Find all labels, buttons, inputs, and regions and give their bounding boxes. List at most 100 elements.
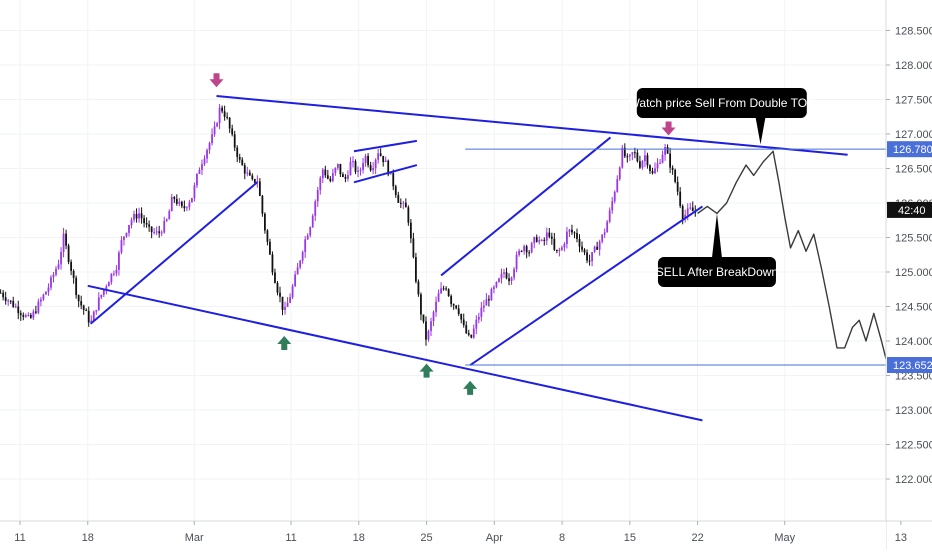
candle-body bbox=[364, 155, 367, 163]
candle-body bbox=[576, 232, 578, 239]
candle-body bbox=[588, 260, 591, 262]
candle-body bbox=[65, 233, 67, 246]
candle-body bbox=[382, 155, 385, 162]
price-axis-background bbox=[886, 0, 932, 550]
candle-body bbox=[457, 308, 460, 314]
candle-body bbox=[77, 295, 80, 302]
trendline[interactable] bbox=[469, 205, 704, 366]
candle-body bbox=[460, 313, 463, 320]
time-tick-label: Apr bbox=[486, 532, 503, 544]
candle-body bbox=[52, 274, 55, 278]
price-tick-label: 128.000 bbox=[895, 60, 932, 72]
price-level-badge bbox=[887, 141, 932, 158]
callout-pointer bbox=[755, 116, 766, 145]
price-tick-label: 122.000 bbox=[895, 474, 932, 486]
candle-body bbox=[50, 277, 52, 288]
candle-body bbox=[633, 152, 636, 154]
price-tick-label: 125.500 bbox=[895, 233, 932, 245]
trendline[interactable] bbox=[353, 164, 418, 184]
trendline[interactable] bbox=[216, 95, 848, 156]
candle-body bbox=[435, 301, 437, 313]
candle-body bbox=[163, 220, 166, 233]
candle-body bbox=[583, 249, 586, 253]
candle-body bbox=[72, 270, 75, 278]
candle-body bbox=[42, 294, 45, 300]
candle-body bbox=[60, 251, 62, 265]
candle-body bbox=[150, 226, 153, 233]
down-arrow-icon bbox=[209, 73, 224, 88]
candle-body bbox=[644, 155, 646, 162]
candle-body bbox=[623, 147, 626, 157]
candle-body bbox=[82, 305, 85, 310]
candle-body bbox=[661, 154, 664, 163]
candle-body bbox=[206, 149, 208, 159]
candle-body bbox=[294, 274, 297, 287]
candle-body bbox=[258, 181, 261, 196]
candle-body bbox=[384, 160, 387, 162]
candle-body bbox=[349, 161, 352, 176]
candle-body bbox=[500, 273, 503, 279]
candle-body bbox=[649, 165, 651, 171]
candle-body bbox=[334, 167, 337, 174]
candle-body bbox=[95, 310, 98, 312]
candle-body bbox=[505, 272, 508, 279]
candle-body bbox=[87, 310, 90, 323]
projection-path[interactable] bbox=[697, 150, 897, 397]
candle-body bbox=[261, 195, 264, 214]
candle-body bbox=[27, 314, 30, 316]
candle-body bbox=[271, 254, 274, 273]
candle-body bbox=[135, 213, 138, 219]
candle-body bbox=[452, 304, 455, 306]
candle-body bbox=[279, 292, 281, 297]
candle-body bbox=[243, 165, 246, 174]
callout-box[interactable] bbox=[657, 257, 776, 287]
candle-body bbox=[40, 299, 42, 302]
candle-body bbox=[342, 174, 344, 177]
candle-body bbox=[601, 234, 604, 242]
candle-body bbox=[545, 232, 548, 241]
annotations: Watch price Sell From Double TOP SELL Aft… bbox=[629, 87, 815, 287]
candle-body bbox=[118, 252, 120, 270]
candle-body bbox=[540, 239, 543, 241]
candle-body bbox=[208, 143, 211, 150]
candle-body bbox=[430, 321, 432, 331]
trendline[interactable] bbox=[353, 139, 418, 153]
countdown-badge bbox=[887, 201, 932, 218]
candle-body bbox=[374, 159, 377, 169]
candle-body bbox=[211, 134, 213, 144]
candle-body bbox=[691, 207, 694, 212]
markers bbox=[209, 73, 676, 395]
callout-box[interactable] bbox=[636, 87, 807, 118]
candle-body bbox=[555, 249, 558, 252]
candle-body bbox=[213, 126, 216, 135]
candle-body bbox=[510, 277, 513, 282]
candle-body bbox=[17, 306, 20, 314]
candle-body bbox=[253, 179, 256, 183]
candle-body bbox=[203, 158, 206, 165]
candle-body bbox=[130, 219, 133, 226]
candle-body bbox=[14, 306, 17, 308]
time-axis-background bbox=[0, 521, 886, 550]
candle-body bbox=[520, 250, 523, 252]
candle-body bbox=[445, 288, 448, 290]
candle-body bbox=[377, 153, 380, 160]
price-tick-label: 128.500 bbox=[895, 26, 932, 38]
candle-body bbox=[67, 245, 70, 262]
candle-body bbox=[515, 254, 518, 270]
candle-body bbox=[485, 299, 488, 306]
price-axis: 128.500128.000127.500127.000126.500126.0… bbox=[885, 0, 932, 550]
candle-body bbox=[120, 240, 123, 253]
candle-body bbox=[301, 252, 304, 261]
candle-body bbox=[586, 252, 588, 261]
candle-body bbox=[578, 238, 581, 247]
trendline[interactable] bbox=[87, 284, 703, 422]
candle-body bbox=[223, 111, 226, 117]
candle-body bbox=[613, 191, 616, 202]
trendline[interactable] bbox=[440, 136, 612, 277]
candle-body bbox=[291, 286, 294, 298]
price-tick-label: 127.000 bbox=[895, 129, 932, 141]
trendline[interactable] bbox=[90, 181, 258, 325]
candle-body bbox=[175, 198, 178, 204]
